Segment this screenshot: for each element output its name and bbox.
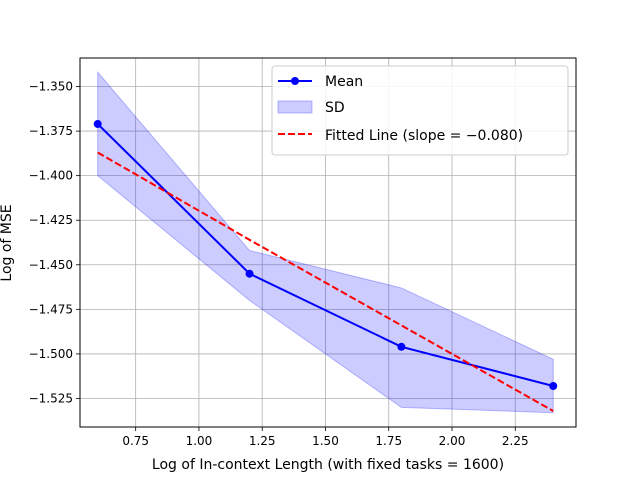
x-tick-label: 2.25: [502, 434, 529, 448]
y-tick-label: −1.450: [29, 258, 73, 272]
x-tick-label: 1.75: [375, 434, 402, 448]
x-tick-label: 1.00: [186, 434, 213, 448]
y-tick-label: −1.475: [29, 302, 73, 316]
y-axis-label: Log of MSE: [0, 204, 15, 281]
x-tick-label: 1.50: [312, 434, 339, 448]
sd-band: [97, 70, 554, 414]
mean-point: [93, 119, 102, 128]
mean-point: [397, 342, 406, 351]
legend-box: [271, 65, 569, 156]
mean-point: [245, 269, 254, 278]
legend-mean-marker: [291, 77, 299, 85]
x-tick-label: 2.00: [439, 434, 466, 448]
x-tick-label: 0.75: [122, 434, 149, 448]
legend-label-mean: Mean: [325, 74, 363, 90]
y-tick-label: −1.375: [29, 124, 73, 138]
x-tick-label: 1.25: [249, 434, 276, 448]
y-tick-label: −1.425: [29, 213, 73, 227]
mean-line: [97, 123, 554, 387]
y-tick-label: −1.500: [29, 347, 73, 361]
x-axis: 0.75 1.00 1.25 1.50 1.75 2.00 2.25: [122, 427, 529, 448]
mean-point: [549, 382, 558, 390]
x-axis-label: Log of In-context Length (with fixed tas…: [152, 457, 504, 473]
y-tick-label: −1.350: [29, 80, 73, 94]
y-tick-label: −1.400: [29, 169, 73, 183]
plot-area: [93, 70, 558, 414]
legend-label-sd: SD: [325, 100, 345, 116]
legend-sd-swatch: [277, 100, 313, 114]
legend: Mean SD Fitted Line (slope = −0.080): [271, 65, 569, 156]
y-tick-label: −1.525: [29, 391, 73, 405]
axes-frame: [79, 57, 577, 428]
fitted-line: [97, 151, 554, 412]
legend-label-fitted: Fitted Line (slope = −0.080): [325, 128, 523, 144]
y-axis: −1.350 −1.375 −1.400 −1.425 −1.450 −1.475 −1.5…: [29, 80, 80, 405]
